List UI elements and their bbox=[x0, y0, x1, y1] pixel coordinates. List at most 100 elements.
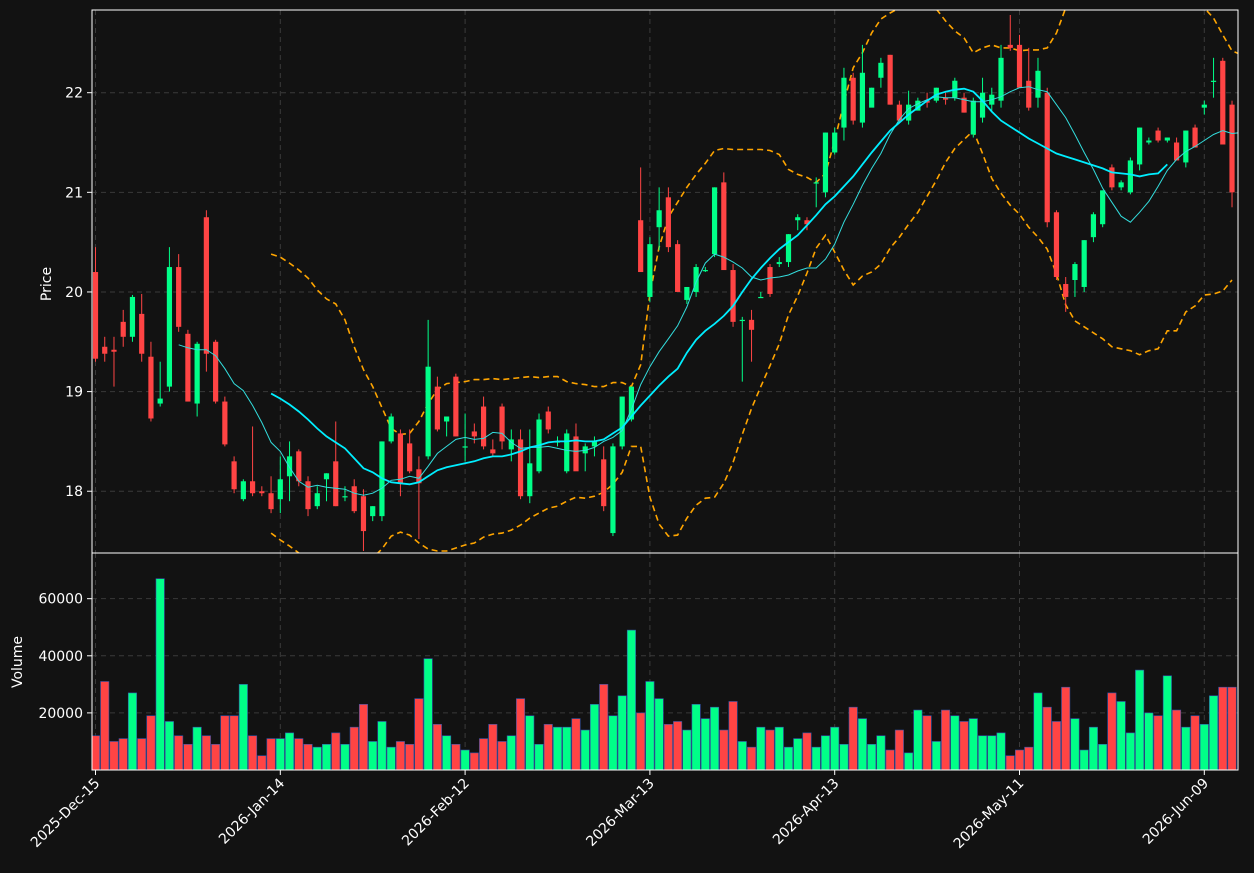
volume-bar bbox=[682, 729, 692, 770]
volume-bar bbox=[1088, 726, 1098, 770]
candle-body bbox=[859, 72, 866, 123]
volume-bar bbox=[987, 735, 997, 770]
volume-bar bbox=[959, 721, 969, 770]
candle-body bbox=[434, 386, 440, 430]
volume-bar bbox=[543, 724, 553, 770]
candle-body bbox=[850, 77, 856, 121]
volume-bar bbox=[1042, 706, 1052, 770]
candle-body bbox=[610, 446, 616, 534]
volume-bar bbox=[340, 743, 350, 770]
candle-body bbox=[111, 349, 117, 352]
volume-bar bbox=[608, 715, 618, 770]
volume-bar bbox=[266, 738, 276, 770]
volume-bar bbox=[1227, 686, 1237, 770]
volume-bar bbox=[451, 743, 461, 770]
candle-body bbox=[998, 57, 1004, 101]
volume-bar bbox=[894, 729, 904, 770]
candle-body bbox=[166, 267, 173, 387]
candle-body bbox=[684, 286, 690, 300]
volume-bar bbox=[756, 726, 766, 770]
candle-body bbox=[102, 346, 108, 354]
candle-body bbox=[296, 451, 302, 482]
volume-bar bbox=[127, 692, 137, 770]
candle-body bbox=[1063, 283, 1069, 297]
candle-body bbox=[185, 333, 191, 402]
volume-bar bbox=[1125, 732, 1135, 770]
candle-body bbox=[157, 398, 163, 404]
volume-bar bbox=[1098, 743, 1108, 770]
candle-body bbox=[249, 481, 256, 494]
long-moving-average-line bbox=[270, 87, 1168, 486]
candle-body bbox=[758, 296, 764, 299]
lower-band-line bbox=[270, 129, 1233, 553]
candle-body bbox=[213, 341, 219, 402]
volume-bar bbox=[580, 729, 590, 770]
volume-bar bbox=[710, 706, 720, 770]
candle-body bbox=[407, 443, 413, 472]
candle-body bbox=[527, 463, 533, 497]
volume-bar bbox=[1135, 669, 1145, 770]
volume-bar bbox=[137, 738, 147, 770]
volume-bar bbox=[248, 735, 258, 770]
candle-body bbox=[1137, 127, 1143, 165]
volume-bar bbox=[155, 578, 165, 770]
volume-bar bbox=[183, 743, 193, 770]
candle-body bbox=[693, 267, 699, 292]
candle-body bbox=[1016, 44, 1023, 88]
candle-body bbox=[1044, 92, 1050, 223]
volume-bar bbox=[913, 709, 923, 770]
candle-body bbox=[767, 267, 773, 294]
volume-bar bbox=[442, 735, 452, 770]
candle-body bbox=[1090, 214, 1097, 238]
candle-body bbox=[804, 220, 810, 225]
volume-bar bbox=[1190, 715, 1200, 770]
volume-bar bbox=[636, 712, 646, 770]
volume-bar bbox=[92, 735, 101, 770]
candle-body bbox=[730, 270, 736, 322]
volume-axis-label: Volume bbox=[10, 636, 26, 688]
candle-body bbox=[1164, 137, 1170, 141]
volume-bar bbox=[432, 724, 442, 770]
candle-body bbox=[342, 496, 348, 498]
candle-body bbox=[573, 436, 579, 472]
volume-bar bbox=[950, 715, 960, 770]
candle-body bbox=[351, 486, 357, 512]
volume-bar bbox=[386, 746, 396, 770]
candle-body bbox=[203, 217, 209, 354]
volume-bar bbox=[164, 721, 174, 770]
volume-bar bbox=[358, 704, 368, 770]
volume-bar bbox=[885, 749, 895, 770]
candle-body bbox=[1173, 142, 1180, 161]
volume-bar bbox=[802, 732, 812, 770]
candle-body bbox=[942, 97, 949, 100]
volume-bar bbox=[571, 718, 581, 770]
volume-bar bbox=[516, 698, 526, 770]
candle-body bbox=[1183, 130, 1189, 163]
candle-body bbox=[878, 62, 884, 78]
candle-body bbox=[1229, 104, 1235, 193]
volume-bar bbox=[238, 684, 248, 770]
volume-bar bbox=[488, 724, 498, 770]
volume-bar bbox=[626, 629, 636, 770]
candle-body bbox=[591, 441, 598, 447]
candle-body bbox=[795, 217, 801, 221]
volume-bar bbox=[331, 732, 341, 770]
volume-bar bbox=[192, 726, 202, 770]
candle-body bbox=[462, 446, 468, 448]
short-moving-average-line bbox=[178, 86, 1238, 496]
candle-body bbox=[1026, 80, 1032, 108]
volume-bar bbox=[405, 743, 415, 770]
volume-bar bbox=[1061, 686, 1071, 770]
candle-body bbox=[286, 456, 293, 477]
volume-tick-label: 60000 bbox=[38, 592, 83, 608]
candle-body bbox=[675, 244, 681, 292]
candle-body bbox=[711, 187, 718, 255]
price-tick-label: 18 bbox=[65, 484, 83, 500]
volume-bar bbox=[469, 752, 479, 770]
candle-body bbox=[702, 270, 708, 272]
volume-bar bbox=[996, 732, 1006, 770]
candle-body bbox=[1118, 182, 1124, 188]
candle-body bbox=[1109, 167, 1115, 188]
volume-bar bbox=[377, 721, 387, 770]
volume-bar bbox=[1153, 715, 1163, 770]
